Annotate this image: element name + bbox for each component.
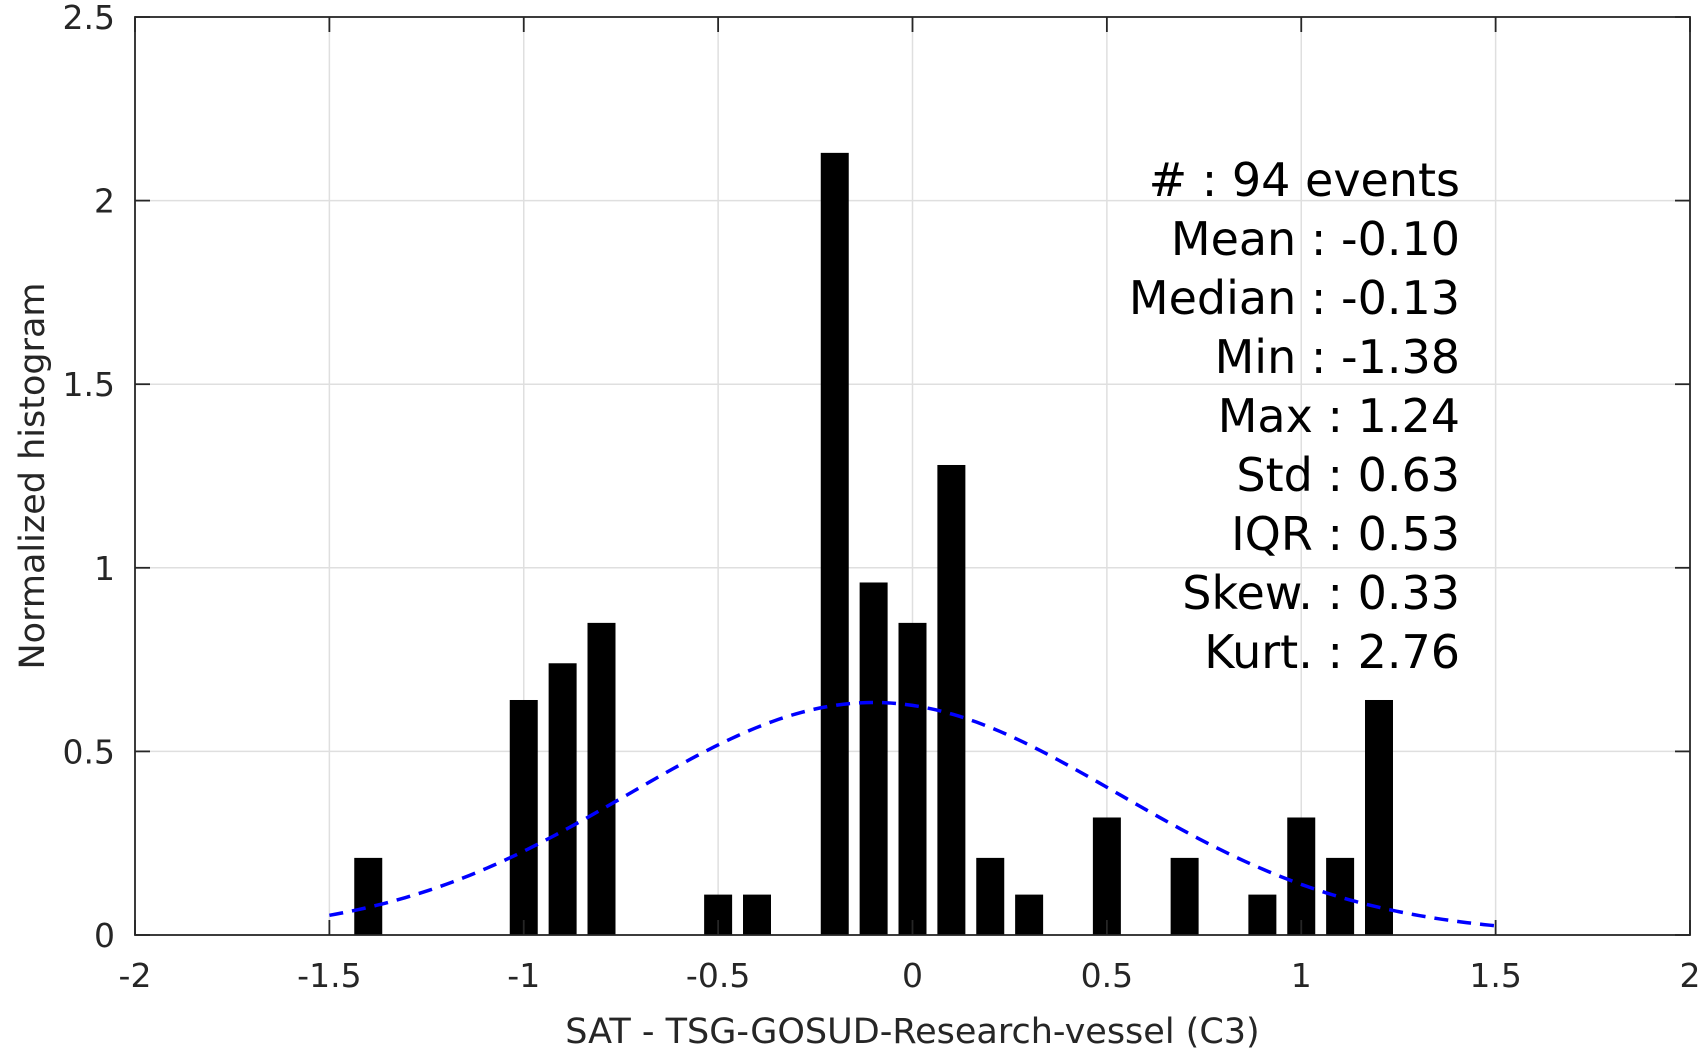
statistic-value: 2.76	[1358, 625, 1460, 679]
histogram-bar	[743, 894, 771, 935]
histogram-bar	[1365, 699, 1393, 935]
statistics-line: Skew. : 0.33	[1182, 566, 1460, 620]
statistics-line: Std : 0.63	[1236, 448, 1460, 502]
fit-curve-line	[329, 700, 1496, 928]
statistic-label: IQR	[1231, 507, 1313, 561]
x-tick-label: -0.5	[686, 956, 750, 995]
histogram-bar	[509, 699, 538, 935]
statistic-value: 1.24	[1358, 389, 1460, 443]
statistic-separator: :	[1296, 271, 1341, 325]
statistic-label: Min	[1215, 330, 1297, 384]
x-tick-label: 0.5	[1081, 956, 1133, 995]
histogram-bar	[820, 152, 849, 935]
statistic-separator: :	[1202, 153, 1232, 207]
histogram-bar	[548, 663, 577, 935]
statistic-separator: :	[1313, 448, 1358, 502]
histogram-bar	[1015, 894, 1044, 935]
statistic-value: -0.13	[1341, 271, 1460, 325]
axes-frame	[134, 16, 1691, 936]
y-tick-labels: 0 0.5 1 1.5 2 2.5	[63, 0, 115, 955]
y-tick-label: 1	[94, 549, 115, 588]
y-tick-label: 2	[94, 182, 115, 221]
statistics-line: Median : -0.13	[1129, 271, 1460, 325]
y-axis-label: Normalized histogram	[13, 282, 53, 669]
histogram-bar	[937, 464, 966, 935]
statistic-label: Mean	[1171, 212, 1296, 266]
x-tick-label: 2	[1680, 956, 1701, 995]
statistic-value: 0.53	[1358, 507, 1460, 561]
statistic-separator: :	[1313, 566, 1358, 620]
x-tick-labels: -2 -1.5 -1 -0.5 0 0.5 1 1.5 2	[119, 956, 1701, 995]
y-tick-label: 1.5	[63, 365, 115, 404]
x-axis-label: SAT - TSG-GOSUD-Research-vessel (C3)	[565, 1012, 1259, 1052]
x-tick-label: 1	[1291, 956, 1312, 995]
histogram-bar	[1092, 817, 1121, 935]
statistic-value: -0.10	[1341, 212, 1460, 266]
statistic-separator: :	[1313, 507, 1358, 561]
histogram-bar	[354, 857, 383, 935]
statistic-value: 94 events	[1232, 153, 1460, 207]
x-tick-label: 1.5	[1469, 956, 1521, 995]
statistic-label: Kurt.	[1204, 625, 1313, 679]
histogram-bar	[1170, 857, 1199, 935]
statistic-separator: :	[1296, 330, 1341, 384]
statistic-separator: :	[1296, 212, 1341, 266]
statistic-label: Skew.	[1182, 566, 1313, 620]
histogram-bar	[976, 857, 1005, 935]
statistics-line: Kurt. : 2.76	[1204, 625, 1460, 679]
histogram-bar	[587, 622, 616, 935]
statistics-line: Max : 1.24	[1218, 389, 1460, 443]
x-tick-label: -1	[507, 956, 540, 995]
histogram-bars	[354, 152, 1393, 935]
statistic-label: Median	[1129, 271, 1296, 325]
statistic-label: Std	[1236, 448, 1312, 502]
y-tick-label: 0	[94, 916, 115, 955]
histogram-bar	[1287, 817, 1316, 935]
statistic-value: 0.63	[1358, 448, 1460, 502]
x-tick-label: -2	[119, 956, 152, 995]
statistic-label: Max	[1218, 389, 1313, 443]
statistic-value: 0.33	[1358, 566, 1460, 620]
normal-fit-curve	[329, 700, 1496, 928]
statistic-value: -1.38	[1341, 330, 1460, 384]
grid-lines	[135, 17, 1690, 935]
histogram-bar	[898, 622, 927, 935]
y-tick-label: 2.5	[63, 0, 115, 37]
y-tick-label: 0.5	[63, 732, 115, 771]
x-tick-label: -1.5	[297, 956, 361, 995]
histogram-bar	[1248, 894, 1277, 935]
histogram-bar	[859, 582, 888, 935]
statistic-separator: :	[1313, 625, 1358, 679]
x-tick-label: 0	[902, 956, 923, 995]
statistics-line: IQR : 0.53	[1231, 507, 1460, 561]
statistics-line: # : 94 events	[1149, 153, 1460, 207]
statistic-label: #	[1149, 153, 1202, 207]
statistics-line: Min : -1.38	[1215, 330, 1460, 384]
statistics-line: Mean : -0.10	[1171, 212, 1460, 266]
statistic-separator: :	[1313, 389, 1358, 443]
histogram-bar	[1326, 857, 1355, 935]
